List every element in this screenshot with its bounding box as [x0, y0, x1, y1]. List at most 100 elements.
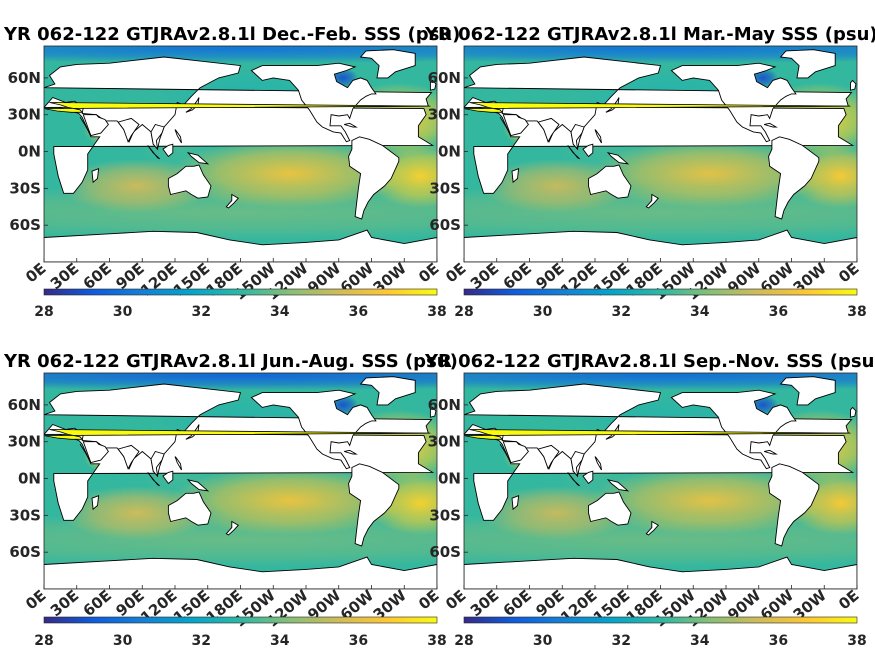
landmass-seasia: [150, 450, 165, 478]
landmass-australia: [167, 164, 212, 199]
landmass-seasia: [150, 123, 165, 151]
x-tick-label: 0E: [415, 259, 442, 286]
landmass-sumatra: [567, 145, 581, 160]
landmass-greenland: [359, 49, 416, 79]
colorbar-tick-label: 36: [769, 304, 788, 320]
sss-panel-4: YR 062-122 GTJRAv2.8.1l Sep.-Nov. SSS (p…: [424, 351, 875, 649]
landmass-newguinea: [186, 152, 210, 165]
colorbar-tick-label: 36: [349, 304, 368, 320]
colorbar-tick-label: 28: [454, 304, 473, 320]
landmass-namerica: [250, 389, 377, 470]
landmass-namerica: [250, 62, 377, 143]
sss-panel-1: YR 062-122 GTJRAv2.8.1l Dec.-Feb. SSS (p…: [3, 24, 460, 320]
landmass-seasia: [570, 123, 585, 151]
landmass-madagascar: [511, 495, 520, 511]
sea-mediterranean: [464, 102, 851, 113]
landmass-nz: [225, 520, 240, 536]
landmass-arabia: [502, 441, 529, 464]
landmass-borneo: [582, 470, 594, 485]
landmass-greenland: [359, 376, 416, 406]
y-tick-label: 60N: [428, 69, 461, 87]
x-tick-label: 0E: [835, 259, 862, 286]
landmass-antarctica: [44, 229, 437, 262]
colorbar-tick-label: 32: [191, 304, 210, 320]
y-tick-label: 60N: [8, 396, 41, 414]
x-tick-label: 0E: [22, 259, 49, 286]
colorbar-tick-label: 28: [454, 633, 473, 649]
landmass-cuba: [344, 122, 358, 128]
landmass-cuba: [764, 122, 778, 128]
x-tick-label: 60E: [500, 586, 535, 620]
colorbar-tick-label: 30: [113, 633, 133, 649]
colorbar: [463, 616, 858, 624]
sss-panel-3: YR 062-122 GTJRAv2.8.1l Jun.-Aug. SSS (p…: [3, 351, 458, 649]
colorbar-tick-label: 32: [611, 633, 630, 649]
colorbar-tick-label: 30: [533, 304, 553, 320]
y-tick-label: 30S: [429, 506, 461, 524]
sss-region-arctic-ocean: [464, 373, 857, 391]
landmass-india: [117, 444, 140, 470]
landmass-samerica: [768, 463, 820, 547]
panel-title: YR 062-122 GTJRAv2.8.1l Mar.-May SSS (ps…: [424, 24, 875, 45]
y-tick-label: 30S: [429, 179, 461, 197]
landmass-india: [537, 117, 560, 143]
landmass-arabia: [82, 441, 109, 464]
colorbar-tick-label: 38: [847, 304, 866, 320]
landmass-australia: [167, 491, 212, 526]
colorbar-tick-label: 30: [533, 633, 553, 649]
landmass-samerica: [348, 463, 400, 547]
y-tick-label: 0N: [438, 470, 461, 488]
landmass-uk: [429, 406, 437, 418]
colorbar-tick-label: 34: [690, 633, 710, 649]
x-tick-label: 30E: [467, 586, 502, 620]
panel-title: YR 062-122 GTJRAv2.8.1l Jun.-Aug. SSS (p…: [3, 351, 458, 372]
landmass-borneo: [162, 470, 174, 485]
panel-title: YR 062-122 GTJRAv2.8.1l Dec.-Feb. SSS (p…: [3, 24, 460, 45]
x-tick-label: 60E: [500, 259, 535, 293]
sss-panel-2: YR 062-122 GTJRAv2.8.1l Mar.-May SSS (ps…: [424, 24, 875, 320]
colorbar-tick-label: 38: [427, 633, 446, 649]
sea-redsea: [499, 443, 512, 463]
landmass-borneo: [162, 143, 174, 158]
sss-map: [464, 46, 857, 262]
landmass-cuba: [344, 449, 358, 455]
landmass-sumatra: [567, 472, 581, 487]
landmass-newguinea: [186, 479, 210, 492]
x-tick-label: 0E: [442, 586, 469, 613]
landmass-philippines: [594, 129, 602, 144]
colorbar-tick-label: 32: [191, 633, 210, 649]
landmass-antarctica: [464, 556, 857, 589]
sss-region-arctic-ocean: [44, 373, 437, 391]
y-tick-label: 60S: [9, 543, 41, 561]
y-tick-label: 30N: [428, 106, 461, 124]
sea-redsea: [499, 116, 512, 136]
landmass-nz: [645, 520, 660, 536]
landmass-nz: [645, 193, 660, 209]
x-tick-label: 30E: [47, 259, 82, 293]
landmass-namerica: [670, 62, 797, 143]
x-tick-label: 30E: [47, 586, 82, 620]
landmass-philippines: [174, 129, 182, 144]
colorbar-tick-label: 36: [349, 633, 368, 649]
colorbar-tick-label: 38: [847, 633, 866, 649]
colorbar: [43, 616, 438, 624]
colorbar: [43, 288, 438, 296]
sea-mediterranean: [464, 429, 851, 440]
sss-map: [44, 46, 437, 262]
landmass-india: [537, 444, 560, 470]
landmass-sumatra: [147, 145, 161, 160]
landmass-samerica: [768, 136, 820, 220]
landmass-antarctica: [464, 229, 857, 262]
y-tick-label: 60S: [429, 543, 461, 561]
colorbar-tick-label: 30: [113, 304, 133, 320]
landmass-newguinea: [606, 152, 630, 165]
colorbar: [463, 288, 858, 296]
landmass-philippines: [594, 456, 602, 471]
x-tick-label: 0E: [442, 259, 469, 286]
x-tick-label: 0E: [22, 586, 49, 613]
colorbar-tick-label: 34: [270, 633, 290, 649]
x-tick-label: 30E: [467, 259, 502, 293]
landmass-uk: [850, 406, 857, 418]
landmass-uk: [850, 79, 857, 91]
